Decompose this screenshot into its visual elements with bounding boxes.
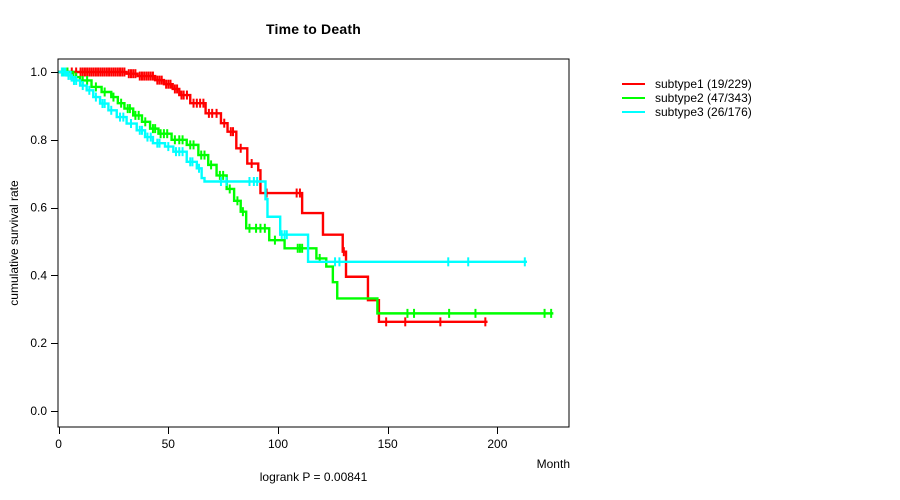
- legend-item-3: subtype3 (26/176): [622, 105, 752, 119]
- series-1: [58, 67, 488, 327]
- x-tick-label: 150: [378, 437, 398, 451]
- legend: subtype1 (19/229) subtype2 (47/343) subtyp…: [622, 77, 752, 119]
- survival-curve: [58, 70, 488, 324]
- plot-box: [57, 58, 570, 428]
- legend-label: subtype3 (26/176): [655, 105, 752, 119]
- legend-swatch: [622, 111, 645, 113]
- x-axis-title: Month: [536, 457, 570, 471]
- survival-curve: [58, 70, 554, 315]
- logrank-annotation: logrank P = 0.00841: [259, 470, 368, 484]
- y-tick-label: 0.4: [30, 268, 47, 282]
- legend-item-1: subtype1 (19/229): [622, 77, 752, 91]
- x-tick-label: 0: [55, 437, 62, 451]
- y-tick-label: 0.0: [30, 404, 47, 418]
- y-tick-label: 0.2: [30, 336, 47, 350]
- x-tick-label: 200: [487, 437, 507, 451]
- y-tick-label: 0.8: [30, 133, 47, 147]
- series-2: [58, 67, 554, 318]
- survival-curve: [58, 70, 528, 264]
- legend-label: subtype2 (47/343): [655, 91, 752, 105]
- legend-swatch: [622, 97, 645, 99]
- x-tick-label: 50: [162, 437, 176, 451]
- y-tick-label: 0.6: [30, 201, 47, 215]
- legend-label: subtype1 (19/229): [655, 77, 752, 91]
- y-tick-label: 1.0: [30, 65, 47, 79]
- x-tick-label: 100: [268, 437, 288, 451]
- series-3: [58, 67, 528, 267]
- legend-item-2: subtype2 (47/343): [622, 91, 752, 105]
- legend-swatch: [622, 83, 645, 85]
- chart-title: Time to Death: [266, 21, 361, 37]
